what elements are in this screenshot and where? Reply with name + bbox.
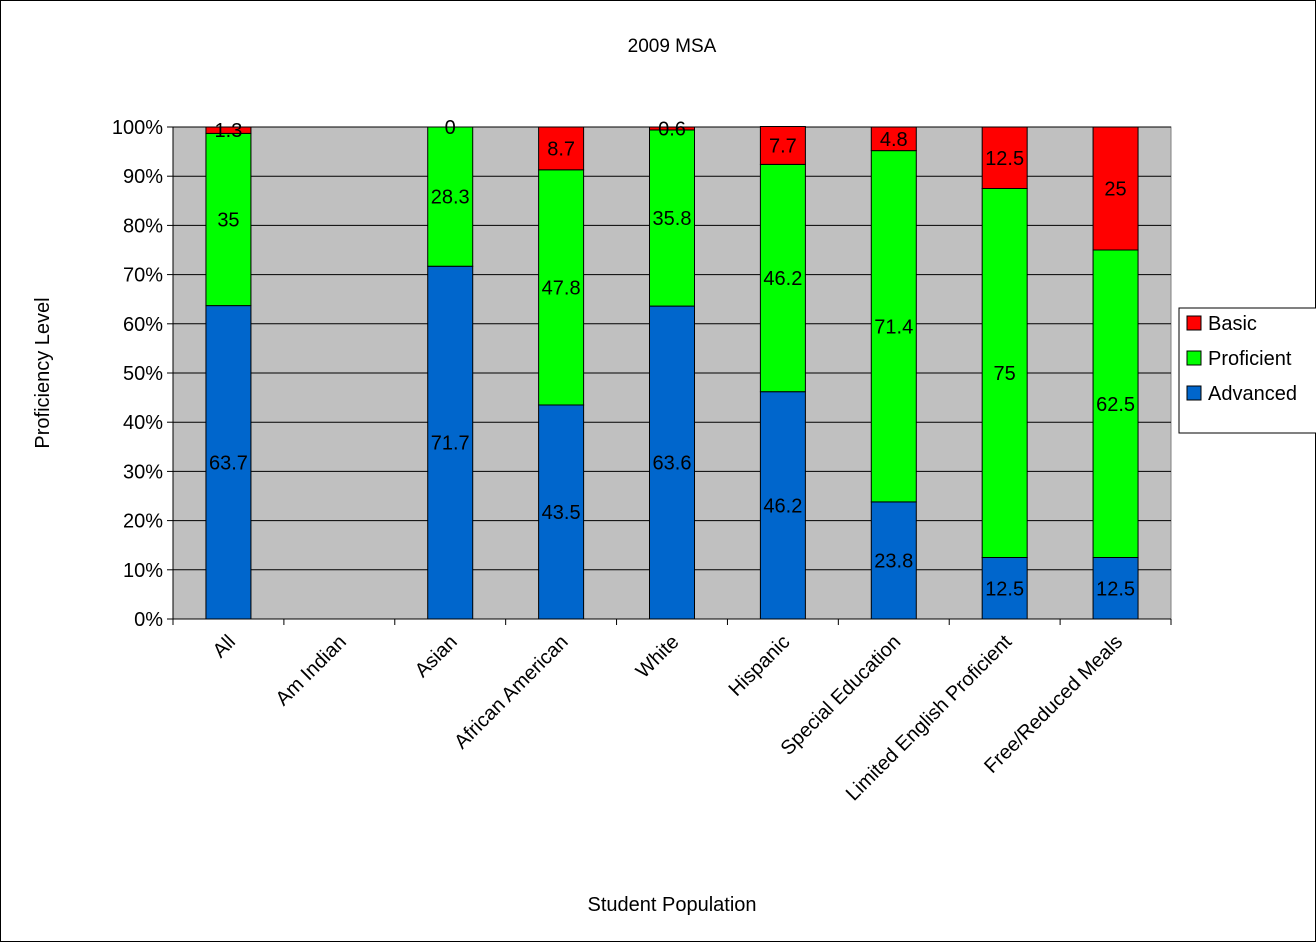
data-labels: 63.7 35 1.3 71.7 28.3 0 43.5 47.8 8.7 63.6 35.8 0.6…	[209, 117, 1135, 600]
data-label-advanced-limited-english-proficient: 12.5	[985, 578, 1024, 600]
bar-basic-white	[649, 126, 695, 131]
bar-proficient-limited-english-proficient	[981, 188, 1028, 558]
y-tick-label: 90%	[123, 166, 163, 188]
y-tick-label: 60%	[123, 314, 163, 336]
bar-advanced-white	[649, 305, 695, 620]
data-label-proficient-asian: 28.3	[431, 187, 470, 209]
bar-basic-special-education	[870, 126, 917, 152]
x-axis-title: Student Population	[587, 894, 756, 916]
bar-basic-hispanic	[759, 126, 806, 165]
data-label-proficient-limited-english-proficient: 75	[994, 363, 1016, 385]
bar-advanced-limited-english-proficient	[981, 557, 1028, 620]
y-tick-label: 40%	[123, 412, 163, 434]
bar-proficient-hispanic	[759, 163, 806, 393]
chart-title: 2009 MSA	[628, 36, 717, 57]
y-axis-title: Proficiency Level	[32, 297, 54, 448]
data-label-proficient-all: 35	[217, 209, 239, 231]
data-label-basic-hispanic: 7.7	[769, 135, 797, 157]
bar-basic-african-american	[538, 126, 585, 171]
y-tick-label: 50%	[123, 363, 163, 385]
legend-swatch-advanced	[1186, 385, 1202, 401]
y-tick-label: 0%	[134, 609, 163, 631]
bar-proficient-white	[649, 129, 695, 307]
legend-label-basic: Basic	[1208, 313, 1257, 335]
data-label-advanced-hispanic: 46.2	[763, 495, 802, 517]
data-label-advanced-white: 63.6	[653, 453, 692, 475]
bar-proficient-special-education	[870, 150, 917, 503]
legend-swatch-basic	[1186, 315, 1202, 331]
legend-label-proficient: Proficient	[1208, 348, 1292, 370]
bar-basic-all	[205, 126, 252, 134]
data-label-advanced-free-reduced-meals: 12.5	[1096, 578, 1135, 600]
data-label-basic-special-education: 4.8	[880, 129, 908, 151]
bar-advanced-hispanic	[759, 391, 806, 620]
legend: Basic Proficient Advanced	[1178, 307, 1316, 434]
y-tick-label: 70%	[123, 265, 163, 287]
bar-advanced-african-american	[538, 404, 585, 620]
y-tick-label: 20%	[123, 511, 163, 533]
data-label-proficient-african-american: 47.8	[542, 277, 581, 299]
bar-proficient-free-reduced-meals	[1092, 249, 1139, 558]
data-label-basic-asian: 0	[445, 117, 456, 139]
data-label-basic-free-reduced-meals: 25	[1104, 179, 1126, 201]
data-label-proficient-special-education: 71.4	[874, 316, 913, 338]
data-label-advanced-african-american: 43.5	[542, 502, 581, 524]
y-tick-label: 80%	[123, 215, 163, 237]
data-label-basic-limited-english-proficient: 12.5	[985, 148, 1024, 170]
bar-advanced-asian	[427, 265, 474, 620]
data-label-basic-white: 0.6	[658, 118, 686, 140]
legend-box	[1178, 307, 1316, 434]
legend-swatch-proficient	[1186, 350, 1202, 366]
data-label-advanced-special-education: 23.8	[874, 550, 913, 572]
bar-proficient-all	[205, 132, 252, 307]
data-label-proficient-white: 35.8	[653, 208, 692, 230]
bar-basic-limited-english-proficient	[981, 126, 1028, 189]
legend-label-advanced: Advanced	[1208, 383, 1297, 405]
data-label-basic-african-american: 8.7	[547, 138, 575, 160]
y-tick-label: 30%	[123, 461, 163, 483]
data-label-advanced-asian: 71.7	[431, 433, 470, 455]
y-tick-label: 10%	[123, 560, 163, 582]
bar-advanced-special-education	[870, 501, 917, 620]
bar-basic-free-reduced-meals	[1092, 126, 1139, 251]
data-label-advanced-all: 63.7	[209, 452, 248, 474]
bar-proficient-asian	[427, 126, 474, 267]
data-label-proficient-hispanic: 46.2	[763, 268, 802, 290]
data-label-basic-all: 1.3	[215, 120, 243, 142]
data-label-proficient-free-reduced-meals: 62.5	[1096, 394, 1135, 416]
y-axis: 0% 10% 20% 30% 40% 50% 60% 70% 80% 90% 100%	[112, 117, 174, 631]
y-tick-label: 100%	[112, 117, 163, 139]
